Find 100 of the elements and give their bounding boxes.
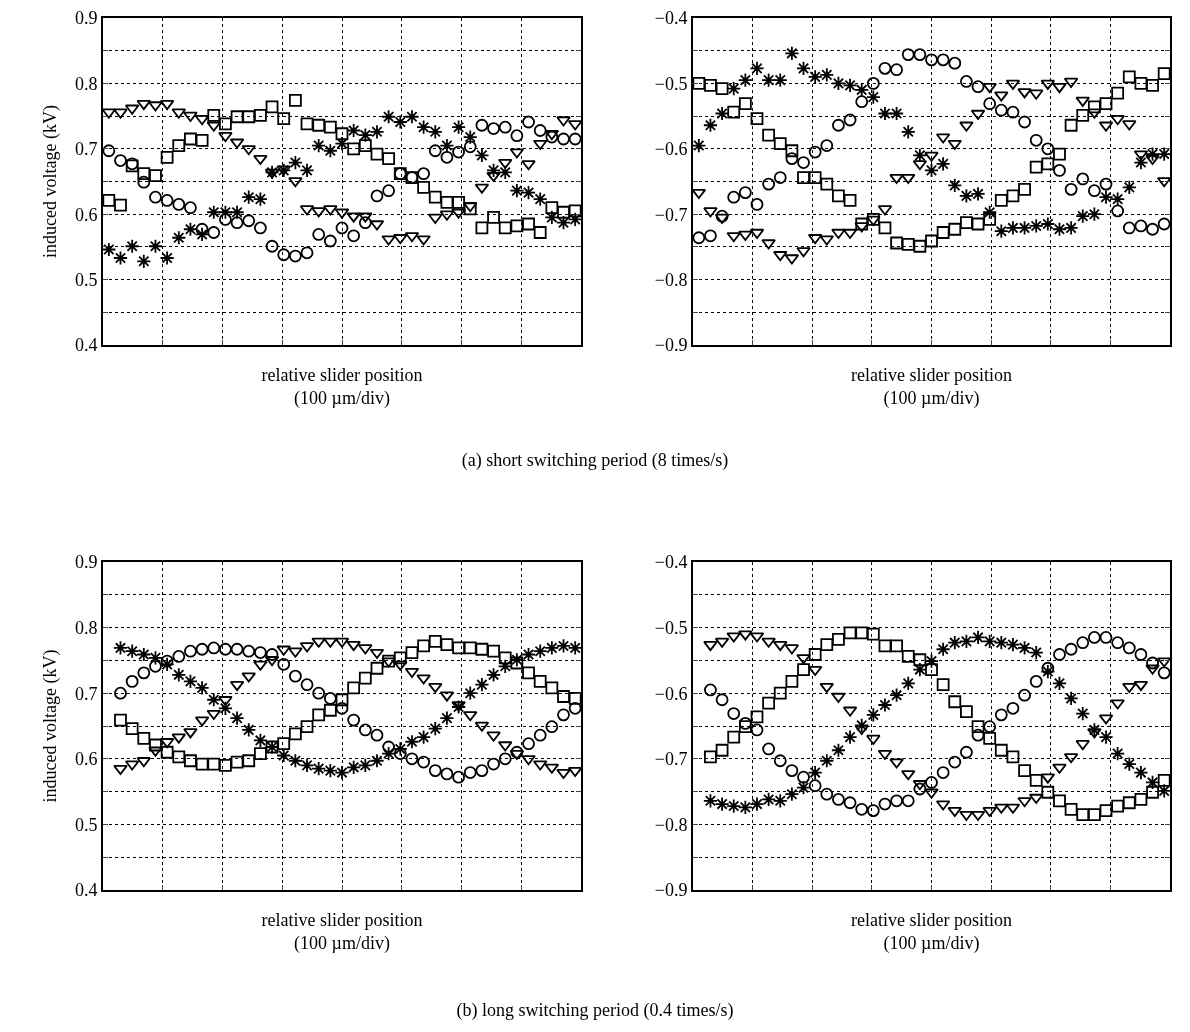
point	[913, 653, 927, 667]
point	[230, 755, 244, 769]
point	[252, 191, 268, 207]
x-axis-title: relative slider position (100 µm/div)	[261, 909, 423, 954]
point	[854, 724, 869, 736]
point	[796, 60, 812, 76]
point	[830, 742, 846, 758]
y-tick-label: −0.5	[654, 73, 688, 94]
point	[335, 221, 349, 235]
point	[807, 765, 823, 781]
point	[1075, 706, 1091, 722]
point	[1156, 146, 1172, 162]
point	[125, 722, 139, 736]
point	[288, 727, 302, 741]
point	[1099, 804, 1113, 818]
point	[1006, 105, 1020, 119]
point	[1076, 172, 1090, 186]
point	[971, 80, 985, 94]
point	[1064, 182, 1078, 196]
point	[417, 755, 431, 769]
point	[323, 637, 338, 648]
point	[416, 119, 432, 135]
point	[568, 132, 582, 146]
y-tick-label: −0.6	[654, 139, 688, 160]
point	[948, 222, 962, 236]
point	[242, 214, 256, 228]
point	[854, 222, 869, 233]
point	[265, 100, 279, 114]
point	[347, 713, 361, 727]
point	[463, 641, 477, 655]
point	[865, 89, 881, 105]
point	[160, 194, 174, 207]
point	[865, 707, 881, 723]
point	[878, 639, 892, 653]
point	[1075, 96, 1090, 107]
point	[1017, 220, 1033, 236]
point	[855, 95, 869, 109]
point	[761, 637, 776, 648]
text: (b) long switching period (0.4 times/s)	[455, 1000, 735, 1021]
point	[557, 205, 570, 219]
point	[1041, 157, 1055, 171]
point	[1017, 797, 1032, 808]
point	[1087, 808, 1101, 821]
point	[1006, 189, 1020, 203]
point	[1110, 699, 1125, 710]
point	[288, 177, 303, 188]
point	[1134, 77, 1148, 90]
point	[843, 194, 857, 207]
point	[1051, 221, 1067, 237]
point	[1099, 97, 1113, 111]
point	[912, 662, 928, 678]
point	[195, 642, 209, 656]
point	[183, 728, 198, 739]
point	[241, 722, 257, 738]
point	[241, 672, 256, 683]
point	[948, 56, 962, 70]
point	[1029, 774, 1043, 787]
point	[820, 638, 834, 652]
point	[808, 779, 822, 793]
point	[901, 48, 915, 62]
point	[832, 633, 845, 646]
point	[265, 648, 279, 661]
point	[417, 167, 431, 181]
point	[544, 209, 560, 225]
point	[218, 132, 233, 143]
point	[311, 138, 327, 154]
point	[703, 641, 718, 652]
point	[556, 768, 571, 779]
point	[439, 138, 455, 154]
point	[727, 190, 741, 204]
point	[183, 111, 198, 122]
point	[334, 765, 350, 781]
point	[889, 687, 905, 703]
point	[567, 211, 583, 227]
point	[462, 685, 478, 701]
point	[182, 673, 198, 689]
point	[393, 660, 408, 671]
point	[510, 219, 524, 233]
point	[1041, 142, 1055, 156]
point	[1146, 656, 1159, 670]
y-tick-label: 0.6	[74, 749, 98, 770]
point	[137, 167, 151, 181]
point	[960, 75, 973, 88]
point	[522, 115, 535, 129]
point	[762, 177, 776, 191]
point	[924, 788, 939, 799]
point	[207, 757, 221, 771]
point	[241, 189, 257, 205]
point	[1005, 637, 1021, 653]
y-tick-label: 0.9	[74, 552, 98, 573]
point	[785, 674, 799, 688]
point	[958, 633, 974, 649]
point	[416, 235, 431, 246]
point	[335, 701, 349, 715]
point	[784, 786, 800, 802]
point	[1110, 191, 1126, 207]
point	[714, 796, 730, 812]
point	[947, 635, 963, 651]
x-axis-title: relative slider position (100 µm/div)	[851, 909, 1012, 954]
point	[428, 682, 443, 694]
